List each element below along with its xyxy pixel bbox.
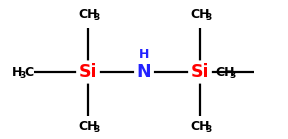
Text: 3: 3 xyxy=(229,70,235,80)
Text: CH: CH xyxy=(190,121,210,133)
Text: 3: 3 xyxy=(206,13,212,22)
Text: Si: Si xyxy=(191,63,209,81)
Text: CH: CH xyxy=(78,121,98,133)
Text: Si: Si xyxy=(79,63,97,81)
Text: CH: CH xyxy=(78,8,98,20)
Text: 3: 3 xyxy=(206,126,212,135)
Text: H: H xyxy=(12,65,22,79)
Text: CH: CH xyxy=(215,65,234,79)
Text: CH: CH xyxy=(190,8,210,20)
Text: N: N xyxy=(137,63,151,81)
Text: H: H xyxy=(139,48,149,60)
Text: C: C xyxy=(24,65,33,79)
Text: 3: 3 xyxy=(19,70,25,80)
Text: 3: 3 xyxy=(94,13,100,22)
Text: 3: 3 xyxy=(94,126,100,135)
